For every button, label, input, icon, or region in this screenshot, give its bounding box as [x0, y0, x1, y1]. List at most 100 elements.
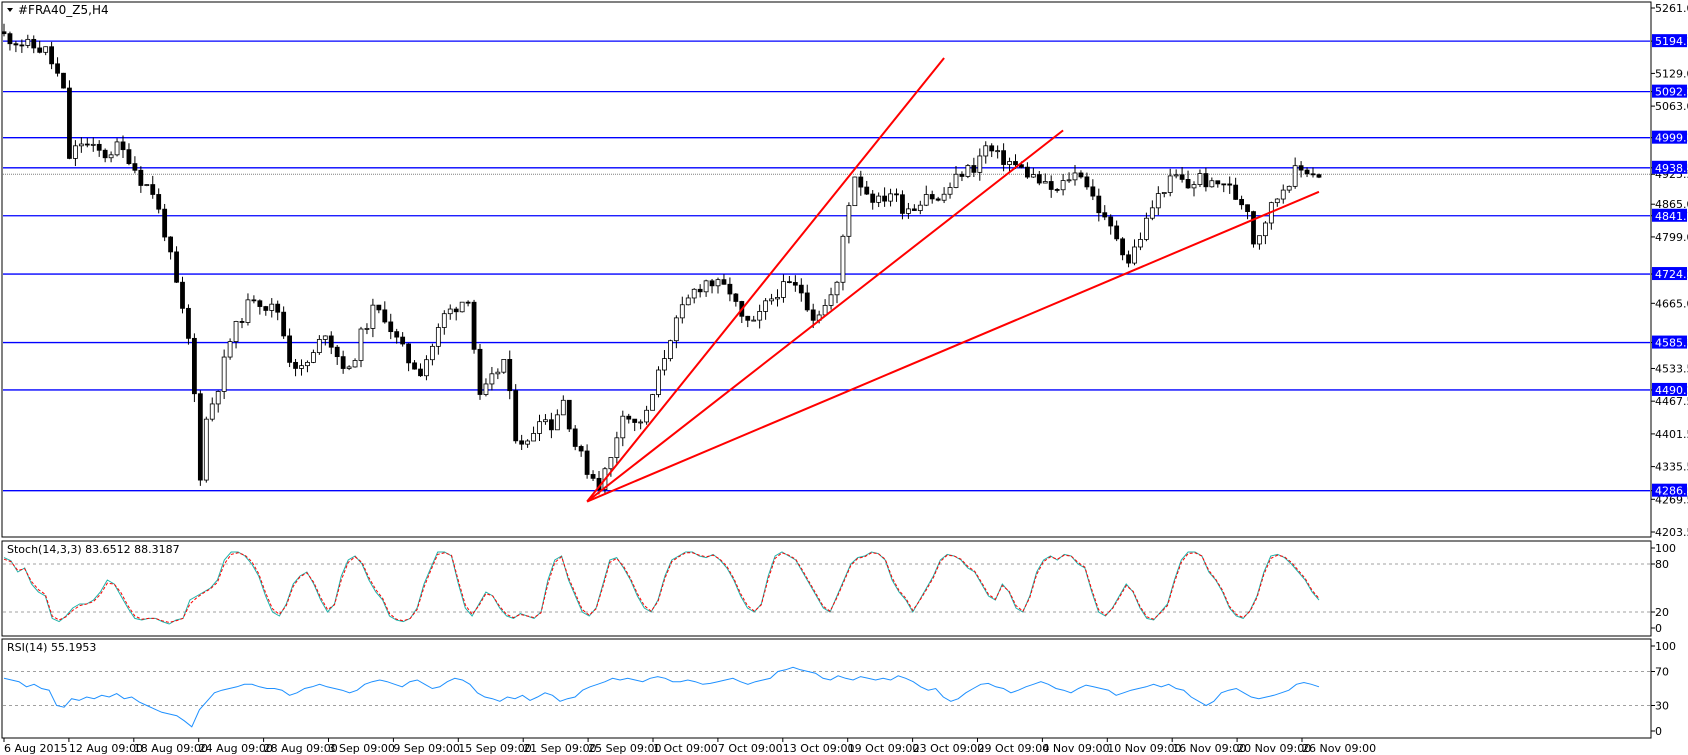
candle-body [1013, 161, 1018, 166]
candle-body [388, 321, 394, 333]
candle-body [1138, 239, 1143, 248]
candle-body [120, 141, 126, 151]
rsi-title: RSI(14) 55.1953 [7, 641, 96, 654]
candle-body [572, 428, 578, 447]
candle-body [1120, 238, 1125, 256]
time-tick-label: 16 Nov 09:00 [1172, 742, 1246, 755]
candle-body [418, 368, 423, 377]
candle-body [1, 31, 7, 35]
candle-body [798, 284, 804, 294]
stoch-y-axis: 100 80 20 0 [1650, 542, 1676, 635]
level-labels: 5194.1 5092.2 4999.3 4938.5 4841.7 4724.1 4585… [1652, 34, 1688, 498]
candle-body [525, 440, 530, 445]
time-tick-label: 25 Sep 09:00 [588, 742, 661, 755]
candle-body [1233, 184, 1239, 200]
level-label-box [1652, 267, 1687, 281]
trendline [586, 129, 1064, 503]
candle-body [1030, 174, 1036, 178]
price-tick-label: 4799.0 [1655, 231, 1688, 244]
time-tick-label: 4 Nov 09:00 [1042, 742, 1109, 755]
candle-body [822, 305, 828, 316]
price-candles [1, 23, 1322, 495]
candle-body [483, 383, 489, 395]
oscillator-tick-label: 30 [1655, 700, 1669, 713]
candle-body [537, 421, 542, 434]
level-label-box [1652, 160, 1687, 174]
candle-body [1019, 164, 1024, 168]
candle-body [13, 43, 19, 46]
triangle-down-icon[interactable] [7, 8, 13, 12]
candle-body [1215, 180, 1221, 185]
chart-title: #FRA40_Z5,H4 [7, 3, 109, 17]
candle-body [477, 348, 483, 395]
candle-body [156, 194, 162, 210]
oscillator-line [3, 551, 1320, 625]
candle-body [322, 335, 328, 340]
candle-body [227, 341, 233, 358]
trendline [586, 57, 945, 503]
candle-body [37, 47, 43, 53]
level-label-text: 4585.8 [1655, 337, 1688, 350]
candle-body [96, 143, 102, 151]
time-tick-label: 10 Nov 09:00 [1107, 742, 1181, 755]
level-label-box [1652, 34, 1687, 48]
candle-body [935, 198, 941, 201]
candle-body [858, 176, 864, 188]
candle-body [923, 194, 929, 206]
rsi-y-axis: 100 70 30 0 [1650, 640, 1676, 738]
candle-body [906, 208, 911, 214]
oscillator-tick-label: 100 [1655, 640, 1676, 653]
candle-body [334, 346, 340, 358]
oscillator-line [3, 552, 1320, 623]
level-label-box [1652, 130, 1687, 144]
price-panel[interactable]: 5261.0 5194.1 5129.0 5092.25063.0 4999.3 4938… [1, 1, 1688, 539]
candle-body [299, 365, 304, 369]
candle-body [947, 187, 953, 195]
candle-body [465, 301, 471, 304]
candle-body [751, 319, 757, 322]
candle-body [221, 356, 227, 392]
candle-body [1209, 180, 1215, 188]
candle-body [638, 421, 644, 424]
time-tick-label: 13 Oct 09:00 [783, 742, 855, 755]
candle-body [126, 149, 132, 165]
candle-body [1114, 225, 1120, 240]
candle-body [1298, 165, 1304, 171]
time-tick-label: 15 Sep 09:00 [458, 742, 531, 755]
candle-body [209, 403, 215, 420]
candle-body [1239, 199, 1244, 206]
candle-body [1025, 166, 1030, 178]
candle-body [49, 46, 54, 65]
stoch-lines [3, 551, 1320, 625]
candle-body [882, 195, 887, 202]
candle-body [900, 194, 905, 214]
oscillator-line [3, 666, 1320, 728]
level-label-text: 5194.1 [1655, 35, 1688, 48]
oscillator-tick-label: 80 [1655, 558, 1669, 571]
candle-body [1191, 184, 1197, 189]
candle-body [180, 281, 185, 309]
candle-body [1292, 165, 1298, 187]
candle-body [513, 390, 519, 442]
stoch-levels [3, 563, 1650, 613]
candle-body [679, 304, 685, 319]
candle-body [239, 321, 245, 323]
candle-body [25, 38, 31, 46]
candle-body [293, 361, 298, 369]
price-levels [3, 40, 1650, 492]
oscillator-tick-label: 0 [1655, 725, 1662, 738]
candle-body [275, 303, 281, 313]
price-tick-label: 4665.0 [1655, 297, 1688, 310]
level-label-text: 4286.9 [1655, 485, 1688, 498]
candle-body [810, 309, 816, 321]
time-tick-label: 19 Oct 09:00 [848, 742, 920, 755]
stoch-panel[interactable]: 100 80 20 0 Stoch(14,3,3) 83.6512 88.3187 [1, 540, 1676, 637]
price-tick-label: 5261.0 [1655, 2, 1688, 15]
candle-body [447, 308, 453, 315]
candle-body [977, 155, 983, 173]
candle-body [162, 208, 168, 238]
rsi-panel[interactable]: 100 70 30 0 RSI(14) 55.1953 [1, 638, 1676, 739]
oscillator-tick-label: 20 [1655, 606, 1669, 619]
